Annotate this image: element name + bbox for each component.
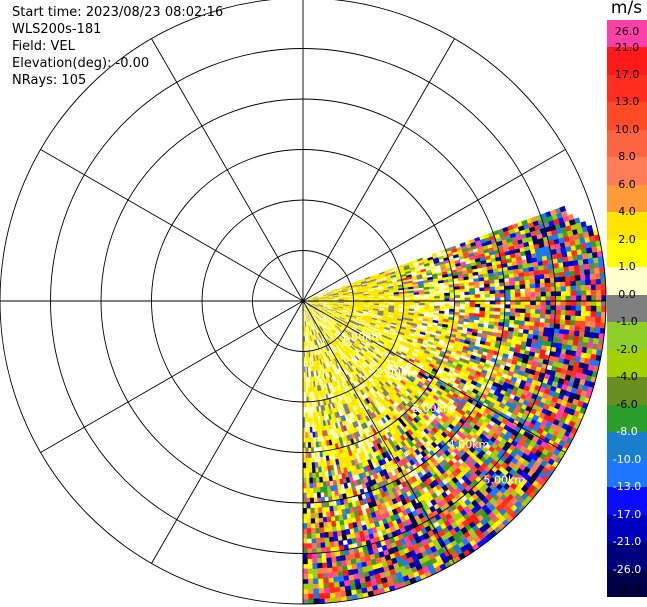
- colorbar-tick-label: -1.0: [616, 315, 638, 329]
- colorbar-segment: [607, 157, 647, 186]
- colorbar-segment: [607, 294, 647, 323]
- range-ring-label: 1.00km: [341, 331, 383, 344]
- colorbar-tick-label: 26.0: [614, 25, 640, 38]
- velocity-cells: [302, 210, 602, 600]
- colorbar-segment: [607, 404, 647, 433]
- colorbar-tick-label: -17.0: [612, 507, 642, 521]
- colorbar-tick-label: -21.0: [612, 535, 642, 548]
- elevation-text: Elevation(deg): -0.00: [12, 56, 150, 71]
- colorbar-segment: [607, 542, 647, 571]
- instrument-text: WLS200s-181: [12, 22, 102, 37]
- colorbar-segment: [607, 239, 647, 268]
- colorbar-segment: [607, 349, 647, 378]
- colorbar-unit: m/s: [610, 0, 643, 18]
- colorbar-tick-label: -13.0: [612, 480, 642, 494]
- colorbar-segment: [607, 20, 647, 48]
- colorbar-tick-label: 21.0: [614, 40, 640, 54]
- colorbar-segment: [607, 74, 647, 103]
- colorbar-segment: [607, 377, 647, 406]
- colorbar-tick-label: 17.0: [614, 68, 640, 81]
- colorbar-tick-label: -8.0: [616, 425, 638, 439]
- colorbar-segment: [607, 129, 647, 158]
- range-ring-label: 5.00km: [484, 474, 526, 487]
- start-time-text: Start time: 2023/08/23 08:02:16: [12, 5, 224, 20]
- radial-spoke: [302, 38, 455, 302]
- colorbar-tick-label: 13.0: [614, 95, 640, 109]
- colorbar-segment: [607, 514, 647, 543]
- velocity-cells: [302, 223, 604, 597]
- range-ring-label: 3.00km: [412, 402, 454, 415]
- colorbar: 26.0 21.0 17.0 13.0 10.0 8.0 6.0 4.0 2.0 1.0 0.0 -1…: [607, 20, 647, 598]
- colorbar-segment: [607, 47, 647, 76]
- colorbar-segment: [607, 459, 647, 488]
- radial-spoke: [40, 149, 304, 302]
- colorbar-segment: [607, 102, 647, 131]
- colorbar-tick-label: -4.0: [616, 370, 638, 384]
- colorbar-tick-label: -26.0: [612, 562, 642, 576]
- polar-grid: [0, 0, 607, 605]
- colorbar-tick-label: 10.0: [614, 122, 640, 136]
- radial-spoke: [151, 38, 304, 302]
- colorbar-tick-label: -6.0: [616, 397, 638, 411]
- colorbar-tick-label: 8.0: [618, 150, 636, 164]
- colorbar-segment: [607, 267, 647, 296]
- colorbar-tick-label: 4.0: [618, 205, 636, 219]
- colorbar-segment: [607, 322, 647, 351]
- radial-spoke: [302, 300, 455, 564]
- radial-spoke: [151, 300, 304, 564]
- velocity-cells: [302, 243, 553, 554]
- colorbar-segment: [607, 487, 647, 516]
- colorbar-tick-label: -10.0: [612, 452, 642, 466]
- colorbar-segment: [607, 184, 647, 213]
- radial-spoke: [302, 149, 566, 302]
- range-ring-label: 4.00km: [448, 438, 490, 451]
- colorbar-tick-label: -2.0: [616, 342, 638, 356]
- colorbar-segment: [607, 569, 647, 598]
- colorbar-tick-label: 6.0: [618, 177, 636, 191]
- range-labels: 1.00km 2.00km 3.00km 4.00km 5.00km: [341, 331, 525, 487]
- field-text: Field: VEL: [12, 39, 75, 54]
- radial-spoke: [40, 300, 304, 453]
- colorbar-tick-label: 1.0: [618, 260, 636, 274]
- colorbar-segment: [607, 432, 647, 461]
- colorbar-tick-label: -30.0: [612, 584, 642, 597]
- radial-spoke: [302, 300, 566, 453]
- velocity-sector: [302, 205, 607, 605]
- nrays-text: NRays: 105: [12, 73, 87, 88]
- colorbar-tick-label: 0.0: [618, 287, 636, 301]
- colorbar-tick-label: 2.0: [618, 232, 636, 246]
- colorbar-segment: [607, 212, 647, 241]
- range-ring-label: 2.00km: [376, 366, 418, 379]
